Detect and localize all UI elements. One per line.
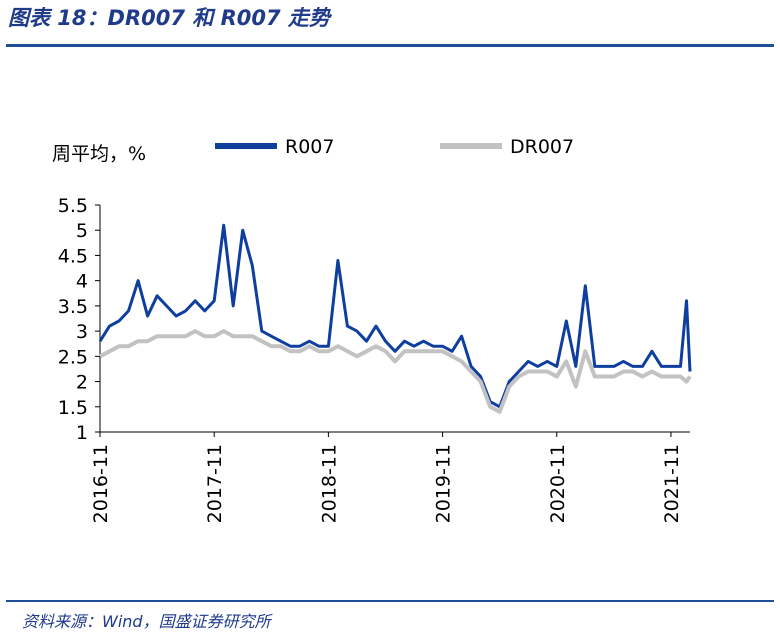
x-tick-label: 2021-11 (661, 444, 683, 523)
y-tick-label: 4.5 (58, 245, 88, 267)
y-tick-label: 5.5 (58, 195, 88, 217)
title-rule (6, 44, 774, 47)
y-tick-label: 5 (76, 220, 88, 242)
y-tick-label: 2.5 (58, 346, 88, 368)
x-tick-label: 2016-11 (90, 444, 112, 523)
footer-rule (6, 600, 774, 602)
y-tick-label: 3 (76, 321, 88, 343)
y-tick-label: 1.5 (58, 397, 88, 419)
x-tick-label: 2019-11 (433, 444, 455, 523)
y-tick-label: 3.5 (58, 296, 88, 318)
x-tick-label: 2017-11 (204, 444, 226, 523)
x-tick-label: 2018-11 (318, 444, 340, 523)
chart-title: 图表 18：DR007 和 R007 走势 (8, 6, 330, 30)
series-line-dr007 (99, 329, 692, 414)
legend-label-r007: R007 (285, 136, 334, 158)
series-line-r007 (98, 223, 692, 409)
y-axis-label: 周平均，% (52, 143, 146, 165)
y-tick-label: 1 (76, 422, 88, 444)
legend-label-dr007: DR007 (510, 136, 574, 158)
y-tick-label: 4 (76, 271, 88, 293)
y-tick-label: 2 (76, 372, 88, 394)
source-note: 资料来源：Wind，国盛证券研究所 (22, 612, 271, 631)
x-tick-label: 2020-11 (547, 444, 569, 523)
